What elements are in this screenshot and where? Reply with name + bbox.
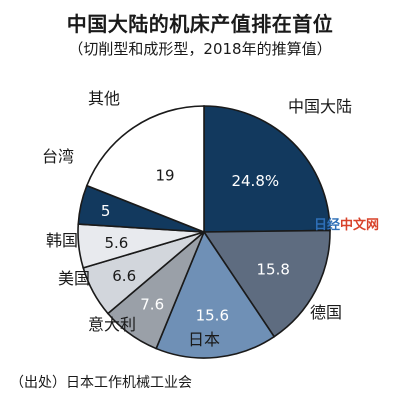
slice-value-label-5: 6.6 [112, 267, 136, 285]
slice-value-label-7: 5 [101, 202, 111, 220]
watermark-part-a: 日经 [314, 218, 341, 233]
pie-slice-1 [203, 105, 331, 233]
slice-category-label-8: 其他 [88, 89, 120, 108]
slice-category-label-2: 德国 [310, 303, 342, 322]
slice-category-label-6: 韩国 [46, 231, 78, 250]
watermark-part-b: 中文网 [340, 218, 380, 233]
slice-value-label-4: 7.6 [140, 295, 164, 313]
source-note: （出处）日本工作机械工业会 [10, 375, 192, 391]
slice-category-label-3: 日本 [188, 330, 220, 349]
slice-value-label-1: 24.8% [231, 172, 279, 190]
pie-slice-3 [155, 230, 276, 359]
pie-slice-8 [85, 105, 205, 234]
slice-category-label-1: 中国大陆 [288, 97, 352, 116]
pie-slice-2 [202, 229, 331, 338]
watermark-logo: 日经中文网 [314, 214, 379, 233]
slice-category-label-5: 美国 [58, 269, 90, 288]
slice-category-label-7: 台湾 [42, 147, 74, 166]
slice-value-label-8: 19 [155, 167, 174, 185]
slice-value-label-3: 15.6 [196, 307, 229, 325]
slice-value-label-2: 15.8 [256, 260, 289, 278]
slice-value-label-6: 5.6 [104, 234, 128, 252]
chart-title: 中国大陆的机床产值排在首位 [66, 12, 334, 36]
chart-subtitle: （切削型和成形型，2018年的推算值） [68, 40, 332, 58]
slice-category-label-4: 意大利 [88, 315, 136, 334]
